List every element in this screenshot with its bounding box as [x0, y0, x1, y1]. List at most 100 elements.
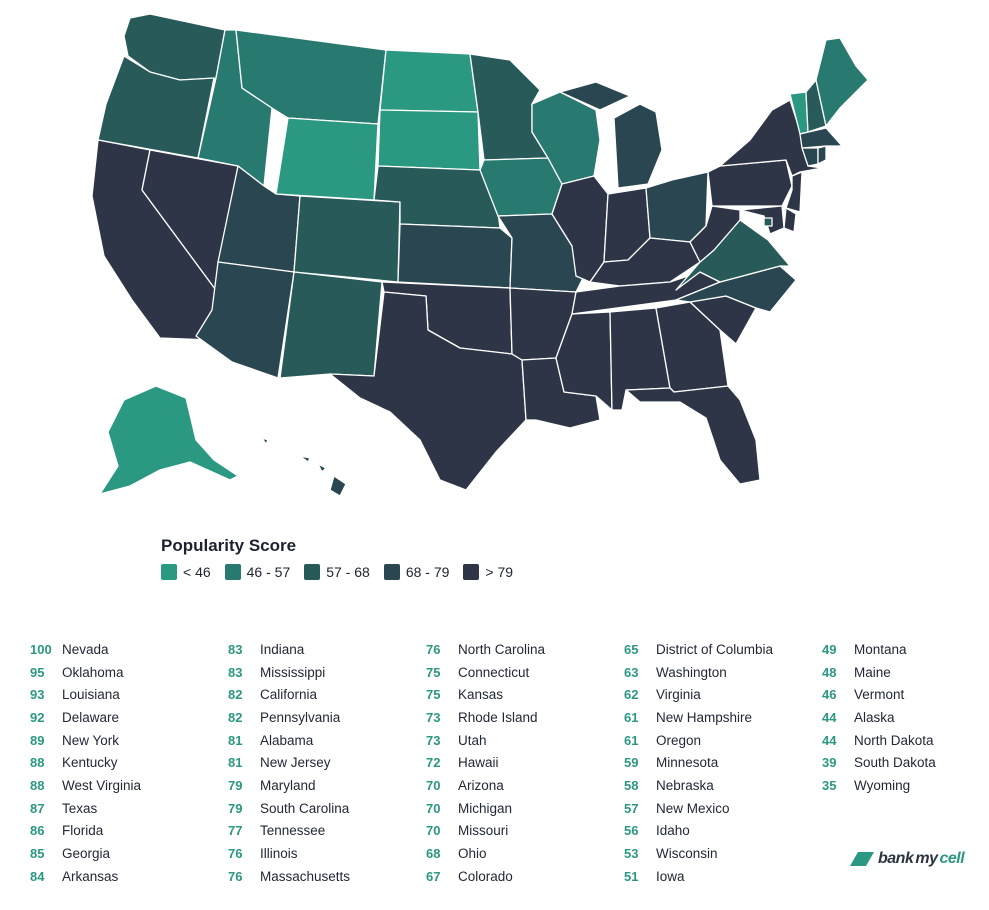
- ranking-row: 84 Arkansas: [30, 865, 228, 888]
- state-north-dakota[interactable]: [379, 49, 479, 113]
- ranking-state: District of Columbia: [656, 641, 774, 657]
- ranking-state: South Dakota: [854, 755, 936, 771]
- ranking-score: 92: [30, 709, 45, 725]
- state-new-jersey[interactable]: [785, 171, 803, 213]
- brand-part-2: my: [915, 850, 938, 867]
- ranking-row: 85 Georgia: [30, 842, 228, 865]
- ranking-column: 76 North Carolina 75 Connecticut 75 Kansas 73 R…: [426, 638, 624, 888]
- ranking-score: 70: [426, 777, 441, 793]
- ranking-score: 81: [228, 732, 243, 748]
- ranking-state: Kentucky: [62, 755, 118, 771]
- ranking-state: Pennsylvania: [260, 709, 341, 725]
- state-kansas[interactable]: [397, 223, 513, 289]
- ranking-score: 57: [624, 800, 639, 816]
- ranking-score: 89: [30, 732, 45, 748]
- state-texas[interactable]: [329, 291, 527, 491]
- ranking-score: 70: [426, 823, 441, 839]
- ranking-row: 58 Nebraska: [624, 774, 822, 797]
- legend-label: > 79: [485, 564, 514, 580]
- legend-item: 46 - 57: [224, 564, 291, 580]
- ranking-row: 79 South Carolina: [228, 797, 426, 820]
- ranking-state: Minnesota: [656, 755, 719, 771]
- ranking-row: 68 Ohio: [426, 842, 624, 865]
- ranking-row: 93 Louisiana: [30, 683, 228, 706]
- legend-label: 46 - 57: [246, 564, 291, 580]
- state-massachusetts[interactable]: [799, 127, 843, 149]
- ranking-row: 56 Idaho: [624, 820, 822, 843]
- ranking-state: Maryland: [260, 777, 316, 793]
- ranking-score: 83: [228, 664, 243, 680]
- ranking-state: Nebraska: [656, 777, 714, 793]
- state-pennsylvania[interactable]: [707, 159, 793, 207]
- ranking-list: 100 Nevada 95 Oklahoma 93 Louisiana 92 Delaware…: [30, 638, 989, 888]
- legend-label: < 46: [183, 564, 211, 580]
- ranking-row: 39 South Dakota: [822, 751, 989, 774]
- ranking-row: 72 Hawaii: [426, 751, 624, 774]
- state-new-mexico[interactable]: [279, 271, 383, 379]
- state-maryland[interactable]: [739, 205, 785, 235]
- ranking-state: Louisiana: [62, 687, 120, 703]
- legend-item: 68 - 79: [383, 564, 450, 580]
- ranking-score: 39: [822, 755, 837, 771]
- ranking-row: 100 Nevada: [30, 638, 228, 661]
- ranking-score: 85: [30, 846, 45, 862]
- legend-swatch: [383, 564, 400, 580]
- legend-item: > 79: [463, 564, 513, 580]
- legend-swatch: [304, 564, 321, 580]
- ranking-score: 100: [30, 641, 52, 657]
- ranking-state: Ohio: [458, 846, 487, 862]
- ranking-score: 76: [426, 641, 441, 657]
- legend-label: 68 - 79: [405, 564, 450, 580]
- state-south-dakota[interactable]: [377, 109, 481, 171]
- state-florida[interactable]: [625, 385, 761, 485]
- state-maine[interactable]: [815, 37, 869, 127]
- legend-item: 57 - 68: [304, 564, 370, 580]
- ranking-row: 75 Kansas: [426, 683, 624, 706]
- state-oregon[interactable]: [97, 55, 215, 159]
- ranking-score: 72: [426, 755, 441, 771]
- brand-phone-icon: [850, 852, 874, 866]
- ranking-row: 82 California: [228, 683, 426, 706]
- ranking-score: 93: [30, 687, 45, 703]
- ranking-state: Indiana: [260, 641, 305, 657]
- state-west-virginia[interactable]: [689, 205, 741, 263]
- ranking-state: Texas: [62, 800, 98, 816]
- state-alaska[interactable]: [99, 385, 239, 495]
- ranking-score: 88: [30, 755, 45, 771]
- ranking-score: 81: [228, 755, 243, 771]
- state-wyoming[interactable]: [275, 117, 379, 201]
- ranking-state: Missouri: [458, 823, 509, 839]
- ranking-column: 83 Indiana 83 Mississippi 82 California 82 Penn…: [228, 638, 426, 888]
- ranking-row: 44 North Dakota: [822, 729, 989, 752]
- ranking-row: 53 Wisconsin: [624, 842, 822, 865]
- state-hawaii[interactable]: [261, 437, 347, 497]
- ranking-state: Utah: [458, 732, 487, 748]
- state-colorado[interactable]: [293, 195, 401, 283]
- ranking-score: 83: [228, 641, 243, 657]
- state-district-of-columbia[interactable]: [763, 217, 773, 227]
- ranking-row: 61 New Hampshire: [624, 706, 822, 729]
- ranking-score: 61: [624, 732, 639, 748]
- ranking-state: Massachusetts: [260, 868, 351, 884]
- ranking-score: 86: [30, 823, 45, 839]
- ranking-row: 86 Florida: [30, 820, 228, 843]
- ranking-score: 76: [228, 846, 243, 862]
- state-ohio[interactable]: [645, 171, 709, 243]
- state-michigan[interactable]: [559, 81, 663, 189]
- ranking-row: 70 Michigan: [426, 797, 624, 820]
- ranking-row: 76 Illinois: [228, 842, 426, 865]
- ranking-state: Arizona: [458, 777, 504, 793]
- ranking-score: 84: [30, 868, 45, 884]
- ranking-score: 59: [624, 755, 639, 771]
- ranking-row: 70 Arizona: [426, 774, 624, 797]
- ranking-row: 83 Mississippi: [228, 661, 426, 684]
- ranking-row: 59 Minnesota: [624, 751, 822, 774]
- state-delaware[interactable]: [783, 207, 797, 233]
- ranking-state: Colorado: [458, 868, 513, 884]
- state-rhode-island[interactable]: [817, 145, 827, 165]
- ranking-row: 49 Montana: [822, 638, 989, 661]
- ranking-state: Connecticut: [458, 664, 530, 680]
- ranking-state: Rhode Island: [458, 709, 538, 725]
- ranking-state: Illinois: [260, 846, 298, 862]
- ranking-score: 95: [30, 664, 45, 680]
